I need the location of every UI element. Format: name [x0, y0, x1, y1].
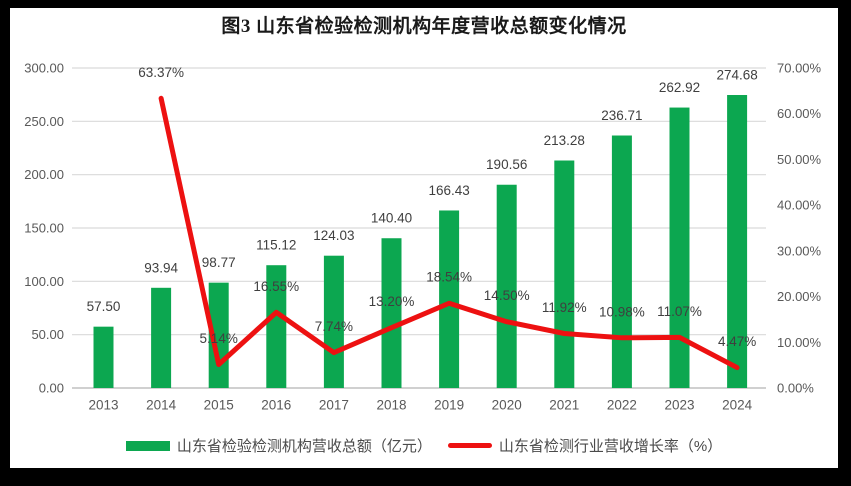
- revenue-legend-label: 山东省检验检测机构营收总额（亿元）: [176, 438, 432, 455]
- growth-rate-label: 13.20%: [369, 294, 415, 309]
- growth-rate-label: 63.37%: [138, 65, 184, 80]
- growth-rate-label: 16.55%: [253, 279, 299, 294]
- x-axis-year-label: 2013: [88, 398, 118, 413]
- revenue-bar: [554, 160, 575, 388]
- right-axis-tick-label: 40.00%: [777, 198, 822, 213]
- right-axis-tick-label: 50.00%: [777, 152, 822, 167]
- revenue-bar: [727, 95, 748, 389]
- bar-value-label: 262.92: [659, 80, 700, 95]
- revenue-bar: [381, 238, 402, 388]
- growth-legend-swatch-icon: [447, 443, 492, 448]
- revenue-legend-swatch-icon: [125, 440, 170, 451]
- x-axis-year-label: 2022: [607, 398, 637, 413]
- bar-value-label: 98.77: [202, 255, 236, 270]
- revenue-bar: [496, 184, 517, 388]
- bar-value-label: 124.03: [313, 228, 354, 243]
- x-axis-year-label: 2024: [722, 398, 753, 413]
- bar-value-label: 166.43: [428, 183, 469, 198]
- legend: 山东省检验检测机构营收总额（亿元） 山东省检测行业营收增长率（%）: [10, 435, 838, 456]
- growth-rate-label: 11.07%: [657, 304, 702, 319]
- bar-value-label: 190.56: [486, 157, 527, 172]
- bar-value-label: 115.12: [256, 238, 296, 253]
- plot-area: 300.00 250.00 200.00 150.00 100.00 50.00 0.00 7…: [24, 61, 822, 413]
- right-axis-tick-label: 70.00%: [777, 61, 822, 76]
- revenue-bar: [266, 265, 287, 388]
- x-axis-year-label: 2016: [261, 398, 291, 413]
- legend-item-revenue[interactable]: 山东省检验检测机构营收总额（亿元）: [125, 435, 432, 456]
- chart-title: 图3 山东省检验检测机构年度营收总额变化情况: [221, 16, 627, 37]
- growth-rate-label: 10.98%: [599, 304, 645, 319]
- revenue-bar: [151, 287, 172, 388]
- growth-legend-label: 山东省检测行业营收增长率（%）: [498, 438, 723, 455]
- growth-rate-label: 7.74%: [315, 319, 353, 334]
- x-axis-year-label: 2014: [146, 398, 177, 413]
- right-axis-tick-label: 30.00%: [777, 243, 822, 258]
- chart-frame: 图3 山东省检验检测机构年度营收总额变化情况 300.00 250.00 200.0…: [10, 8, 838, 468]
- left-axis-tick-label: 100.00: [24, 274, 64, 289]
- revenue-bar: [93, 326, 114, 388]
- growth-rate-line: [158, 95, 740, 371]
- bar-value-label: 140.40: [371, 211, 412, 226]
- growth-rate-label: 4.47%: [718, 334, 756, 349]
- x-axis-year-label: 2018: [376, 398, 406, 413]
- revenue-bar: [611, 135, 632, 388]
- x-axis-year-label: 2021: [549, 398, 579, 413]
- growth-rate-label: 14.50%: [484, 288, 530, 303]
- bar-value-label: 57.50: [87, 299, 121, 314]
- left-axis-tick-label: 50.00: [31, 327, 64, 342]
- left-axis-tick-label: 300.00: [24, 61, 64, 76]
- x-axis-year-label: 2020: [492, 398, 522, 413]
- left-axis-tick-label: 150.00: [24, 221, 64, 236]
- x-axis-year-label: 2017: [319, 398, 349, 413]
- revenue-bar: [323, 255, 344, 388]
- bar-value-label: 93.94: [144, 260, 178, 275]
- revenue-bar: [669, 107, 690, 388]
- bar-value-label: 274.68: [716, 68, 757, 83]
- growth-rate-label: 11.92%: [542, 300, 587, 315]
- x-axis-year-label: 2015: [204, 398, 234, 413]
- x-axis-year-label: 2023: [664, 398, 694, 413]
- growth-rate-label: 18.54%: [426, 270, 472, 285]
- bar-value-label: 213.28: [544, 133, 585, 148]
- right-axis-tick-label: 60.00%: [777, 106, 822, 121]
- left-axis-tick-label: 250.00: [24, 114, 64, 129]
- left-axis-tick-label: 200.00: [24, 167, 64, 182]
- bar-value-label: 236.71: [601, 108, 642, 123]
- right-axis-tick-label: 20.00%: [777, 289, 822, 304]
- right-axis-tick-label: 0.00%: [777, 381, 814, 396]
- right-axis-tick-label: 10.00%: [777, 335, 822, 350]
- left-axis-tick-label: 0.00: [39, 381, 64, 396]
- revenue-bar: [439, 210, 460, 388]
- legend-item-growth-rate[interactable]: 山东省检测行业营收增长率（%）: [447, 435, 723, 456]
- x-axis-year-label: 2019: [434, 398, 464, 413]
- growth-rate-label: 5.14%: [200, 331, 238, 346]
